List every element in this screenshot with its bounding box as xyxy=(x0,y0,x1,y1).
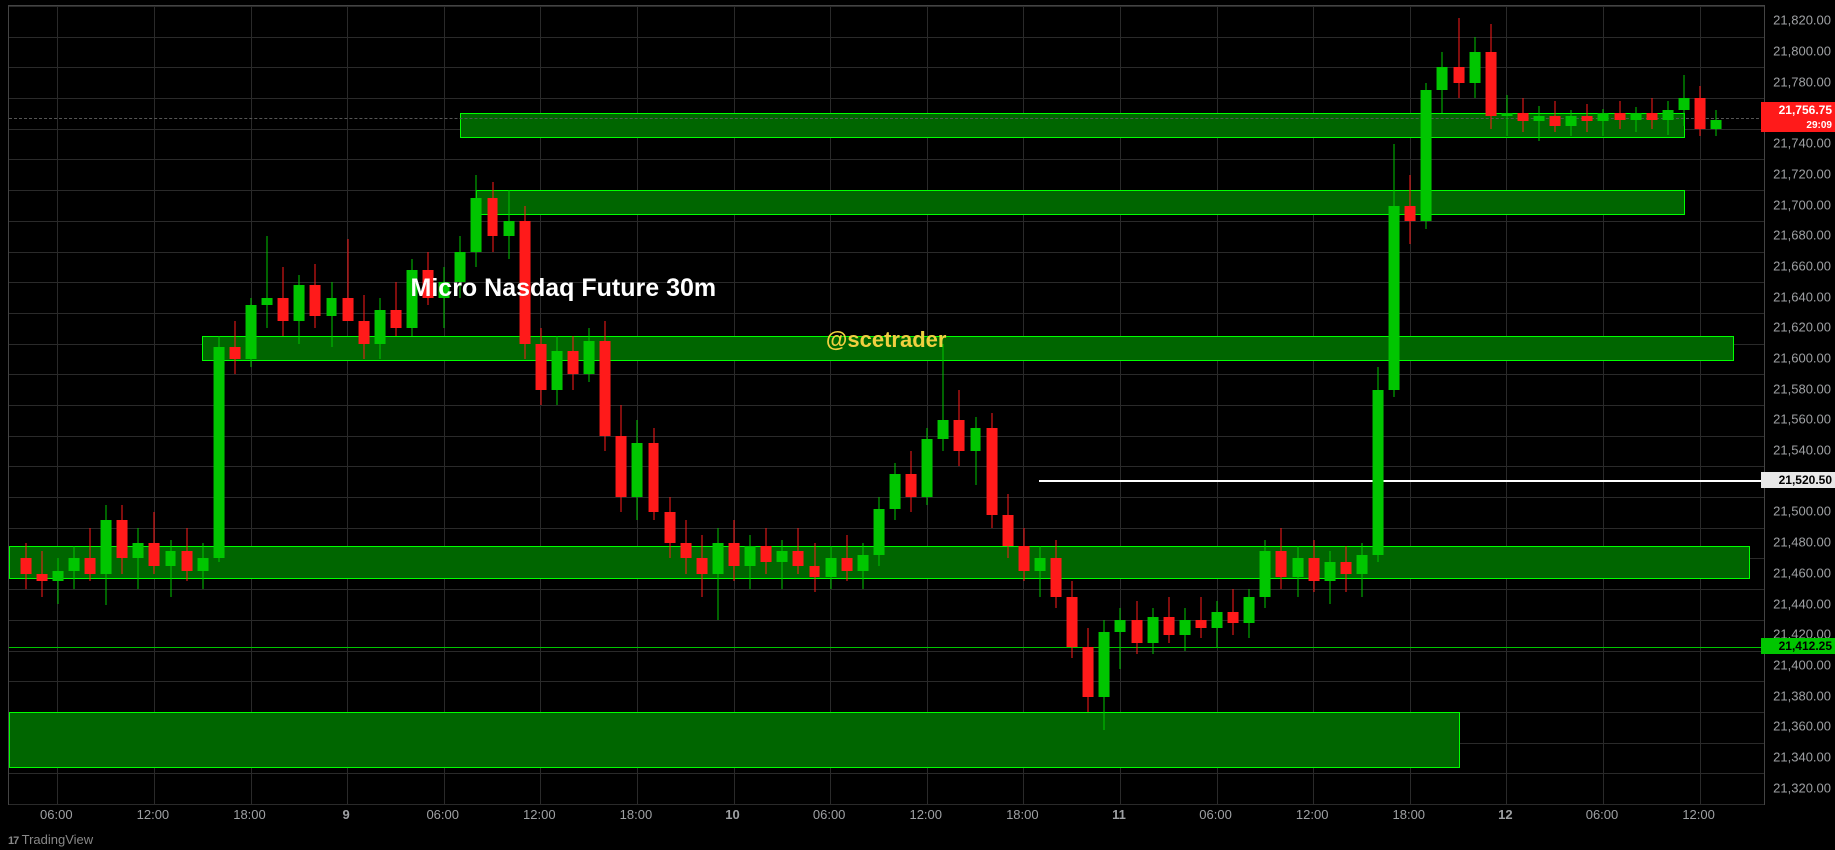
y-axis-label: 21,600.00 xyxy=(1773,350,1831,365)
support-resistance-zone xyxy=(476,190,1686,215)
x-axis-label: 18:00 xyxy=(620,807,653,822)
y-axis-label: 21,360.00 xyxy=(1773,719,1831,734)
chart-plot-area[interactable] xyxy=(8,5,1765,805)
y-axis-label: 21,560.00 xyxy=(1773,412,1831,427)
x-axis-label: 12 xyxy=(1498,807,1512,822)
x-axis-label: 12:00 xyxy=(137,807,170,822)
x-axis-label: 12:00 xyxy=(1296,807,1329,822)
y-axis-label: 21,740.00 xyxy=(1773,136,1831,151)
chart-container[interactable]: 21,320.00 21,340.00 21,360.00 21,380.00 21,4… xyxy=(0,0,1835,850)
x-axis: 06:00 12:00 18:00 9 06:00 12:00 18:00 10 06:00 12… xyxy=(0,805,1765,825)
x-axis-label: 10 xyxy=(725,807,739,822)
x-axis-label: 06:00 xyxy=(813,807,846,822)
y-axis-label: 21,820.00 xyxy=(1773,13,1831,28)
y-axis-label: 21,460.00 xyxy=(1773,565,1831,580)
y-axis-label: 21,340.00 xyxy=(1773,749,1831,764)
y-axis-label: 21,320.00 xyxy=(1773,780,1831,795)
y-axis-label: 21,480.00 xyxy=(1773,535,1831,550)
y-axis-label: 21,580.00 xyxy=(1773,381,1831,396)
x-axis-label: 11 xyxy=(1112,807,1126,822)
y-axis-label: 21,780.00 xyxy=(1773,74,1831,89)
x-axis-label: 9 xyxy=(342,807,349,822)
y-axis-label: 21,720.00 xyxy=(1773,166,1831,181)
reference-line xyxy=(9,118,1764,119)
chart-title: Micro Nasdaq Future 30m xyxy=(411,274,717,303)
x-axis-label: 18:00 xyxy=(1392,807,1425,822)
y-axis-label: 21,440.00 xyxy=(1773,596,1831,611)
y-axis-label: 21,680.00 xyxy=(1773,228,1831,243)
x-axis-label: 06:00 xyxy=(40,807,73,822)
price-tag: 21,520.50 xyxy=(1761,472,1835,488)
x-axis-label: 12:00 xyxy=(523,807,556,822)
support-resistance-zone xyxy=(202,336,1734,361)
price-tag: 21,412.25 xyxy=(1761,638,1835,654)
x-axis-label: 06:00 xyxy=(426,807,459,822)
y-axis-label: 21,400.00 xyxy=(1773,657,1831,672)
price-tag: 21,756.7529:09 xyxy=(1761,102,1835,132)
x-axis-label: 06:00 xyxy=(1586,807,1619,822)
x-axis-label: 18:00 xyxy=(1006,807,1039,822)
y-axis-label: 21,620.00 xyxy=(1773,320,1831,335)
x-axis-label: 12:00 xyxy=(909,807,942,822)
y-axis-label: 21,700.00 xyxy=(1773,197,1831,212)
y-axis-label: 21,640.00 xyxy=(1773,289,1831,304)
y-axis-label: 21,660.00 xyxy=(1773,258,1831,273)
y-axis-label: 21,380.00 xyxy=(1773,688,1831,703)
author-handle: @scetrader xyxy=(826,327,947,353)
x-axis-label: 06:00 xyxy=(1199,807,1232,822)
support-resistance-zone xyxy=(9,712,1460,768)
y-axis: 21,320.00 21,340.00 21,360.00 21,380.00 21,4… xyxy=(1765,0,1835,825)
x-axis-label: 18:00 xyxy=(233,807,266,822)
reference-line xyxy=(9,647,1764,648)
x-axis-label: 12:00 xyxy=(1682,807,1715,822)
tradingview-logo: 17 TradingView xyxy=(8,832,93,847)
reference-line xyxy=(1039,480,1764,482)
y-axis-label: 21,800.00 xyxy=(1773,44,1831,59)
y-axis-label: 21,500.00 xyxy=(1773,504,1831,519)
y-axis-label: 21,540.00 xyxy=(1773,443,1831,458)
